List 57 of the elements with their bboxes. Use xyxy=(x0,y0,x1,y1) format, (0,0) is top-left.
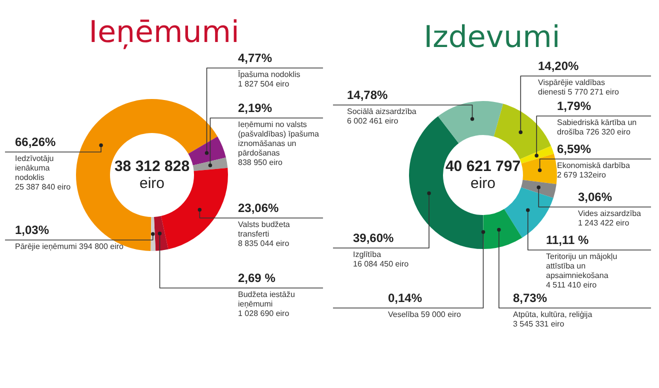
text: 16 084 450 eiro xyxy=(353,260,410,268)
slice-label: Ekonomiskā darbība xyxy=(557,161,630,170)
slice-label: Vides aizsardzība xyxy=(578,209,642,218)
data-label: 4,77% xyxy=(238,51,272,65)
donut-slice xyxy=(192,158,228,172)
category-label: Pārējie ieņēmumi 394 800 eiro xyxy=(15,242,124,251)
category-label: Sabiedriskā kārtība un drošība 726 320 eiro xyxy=(557,118,637,136)
slice-label: Īpašuma nodoklis xyxy=(238,70,300,79)
slice-label: Ieņēmumi no valsts (pašvaldības) īpašuma iznomāšanas un pārdošanas xyxy=(238,120,320,158)
text: 1 827 504 eiro xyxy=(238,80,290,88)
category-label: Veselība 59 000 eiro xyxy=(388,310,461,319)
data-label: 0,14% xyxy=(388,291,422,305)
slice-label: Budžeta iestāžu ieņēmumi xyxy=(238,290,295,308)
data-label: 6,59% xyxy=(557,142,592,156)
text: eiro xyxy=(139,175,165,192)
data-label: 3,06% xyxy=(578,190,612,204)
data-label: 2,69 % xyxy=(238,271,276,285)
donut-slice xyxy=(483,208,522,249)
text: 1 243 422 eiro xyxy=(578,218,630,228)
text: 25 387 840 eiro xyxy=(15,182,72,192)
data-label: 14,78% xyxy=(347,88,388,102)
slice-label: Valsts budžeta transferti xyxy=(238,220,290,238)
slice-label: Teritoriju un mājokļu attīstība un apsaimniekošana xyxy=(546,252,618,280)
donut-slice xyxy=(521,154,557,184)
data-label: 1,79% xyxy=(557,99,592,113)
donut-slice xyxy=(521,180,556,198)
text: 2 679 132eiro xyxy=(557,170,606,180)
chart-title: Izdevumi xyxy=(424,20,560,55)
text: 6 002 461 eiro xyxy=(347,116,399,126)
category-label: Vispārējie valdības dienesti 5 770 271 eiro xyxy=(538,78,619,96)
slice-label: Iedzīvotāju ienākuma nodoklis xyxy=(15,154,54,182)
data-label: 1,03% xyxy=(15,223,50,237)
data-label: 23,06% xyxy=(238,201,280,215)
donut-slice xyxy=(188,136,226,166)
data-label: 11,11 % xyxy=(546,233,590,247)
slice-label: Atpūta, kultūra, reliģija xyxy=(513,310,593,319)
text: 8 835 044 eiro xyxy=(238,239,290,248)
donut-slice xyxy=(154,216,168,251)
donut-slice xyxy=(438,101,504,144)
slice-label: Sociālā aizsardzība xyxy=(347,107,417,116)
data-label: 8,73% xyxy=(513,291,548,305)
donut-slice xyxy=(520,146,554,164)
data-label: 39,60% xyxy=(353,231,394,245)
text: 40 621 797 xyxy=(445,158,521,175)
text: 1 028 690 eiro xyxy=(238,309,290,318)
text: 4 511 410 eiro xyxy=(546,280,598,290)
slice-label: Izglītība xyxy=(353,250,382,259)
data-label: 14,20% xyxy=(538,59,580,73)
text: eiro xyxy=(470,175,496,192)
donut-slice xyxy=(494,104,552,160)
data-label: 2,19% xyxy=(238,101,272,115)
text: 838 950 eiro xyxy=(238,158,284,167)
data-label: 66,26% xyxy=(15,135,56,149)
chart-title: Ieņēmumi xyxy=(88,15,240,50)
text: 38 312 828 xyxy=(114,158,190,175)
text: 3 545 331 eiro xyxy=(513,320,565,328)
donut-slice xyxy=(76,99,218,251)
